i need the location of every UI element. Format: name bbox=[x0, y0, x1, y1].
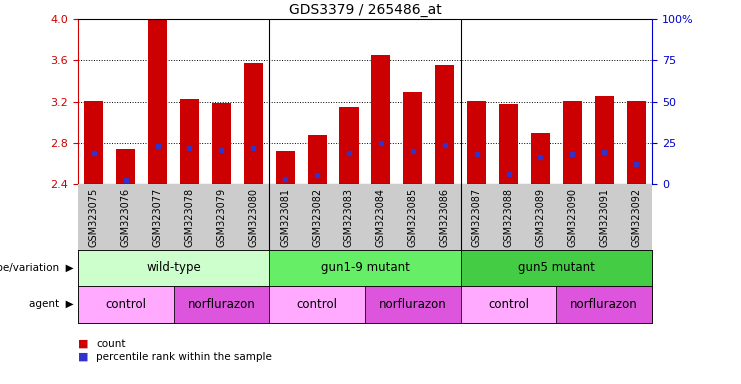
Title: GDS3379 / 265486_at: GDS3379 / 265486_at bbox=[288, 3, 442, 17]
Bar bbox=[78, 250, 269, 286]
Bar bbox=[531, 133, 550, 184]
Text: GSM323080: GSM323080 bbox=[248, 188, 259, 247]
Bar bbox=[365, 286, 461, 323]
Text: count: count bbox=[96, 339, 126, 349]
Bar bbox=[627, 101, 645, 184]
Text: GSM323087: GSM323087 bbox=[471, 188, 482, 247]
Bar bbox=[594, 96, 614, 184]
Text: GSM323082: GSM323082 bbox=[312, 188, 322, 247]
Text: control: control bbox=[488, 298, 529, 311]
Bar bbox=[461, 286, 556, 323]
Bar bbox=[371, 55, 391, 184]
Text: agent  ▶: agent ▶ bbox=[30, 299, 74, 310]
Bar bbox=[84, 101, 103, 184]
Bar bbox=[244, 63, 263, 184]
Text: norflurazon: norflurazon bbox=[379, 298, 447, 311]
Bar bbox=[467, 101, 486, 184]
Text: GSM323086: GSM323086 bbox=[439, 188, 450, 247]
Text: norflurazon: norflurazon bbox=[187, 298, 255, 311]
Bar bbox=[78, 286, 173, 323]
Bar bbox=[562, 101, 582, 184]
Text: GSM323090: GSM323090 bbox=[568, 188, 577, 247]
Text: gun1-9 mutant: gun1-9 mutant bbox=[321, 262, 409, 274]
Bar bbox=[148, 19, 167, 184]
Text: GSM323092: GSM323092 bbox=[631, 188, 641, 247]
Text: ■: ■ bbox=[78, 352, 88, 362]
Text: genotype/variation  ▶: genotype/variation ▶ bbox=[0, 263, 74, 273]
Bar bbox=[276, 151, 295, 184]
Text: control: control bbox=[105, 298, 146, 311]
Text: GSM323079: GSM323079 bbox=[216, 188, 226, 247]
Text: GSM323076: GSM323076 bbox=[121, 188, 130, 247]
Text: GSM323084: GSM323084 bbox=[376, 188, 386, 247]
Bar bbox=[180, 99, 199, 184]
Bar bbox=[435, 65, 454, 184]
Bar bbox=[499, 104, 518, 184]
Text: percentile rank within the sample: percentile rank within the sample bbox=[96, 352, 272, 362]
Text: GSM323089: GSM323089 bbox=[536, 188, 545, 247]
Text: gun5 mutant: gun5 mutant bbox=[518, 262, 595, 274]
Text: control: control bbox=[296, 298, 338, 311]
Text: wild-type: wild-type bbox=[146, 262, 201, 274]
Text: GSM323075: GSM323075 bbox=[89, 188, 99, 247]
Text: GSM323085: GSM323085 bbox=[408, 188, 418, 247]
Text: ■: ■ bbox=[78, 339, 88, 349]
Bar bbox=[116, 149, 135, 184]
Bar bbox=[308, 135, 327, 184]
Bar bbox=[339, 107, 359, 184]
Text: GSM323091: GSM323091 bbox=[599, 188, 609, 247]
Bar bbox=[403, 93, 422, 184]
Text: GSM323077: GSM323077 bbox=[153, 188, 162, 247]
Bar bbox=[269, 250, 461, 286]
Bar bbox=[461, 250, 652, 286]
Text: GSM323088: GSM323088 bbox=[504, 188, 514, 247]
Bar bbox=[173, 286, 269, 323]
Text: norflurazon: norflurazon bbox=[571, 298, 638, 311]
Text: GSM323078: GSM323078 bbox=[185, 188, 194, 247]
Text: GSM323083: GSM323083 bbox=[344, 188, 354, 247]
Bar bbox=[212, 103, 231, 184]
Text: GSM323081: GSM323081 bbox=[280, 188, 290, 247]
Bar bbox=[556, 286, 652, 323]
Bar bbox=[269, 286, 365, 323]
